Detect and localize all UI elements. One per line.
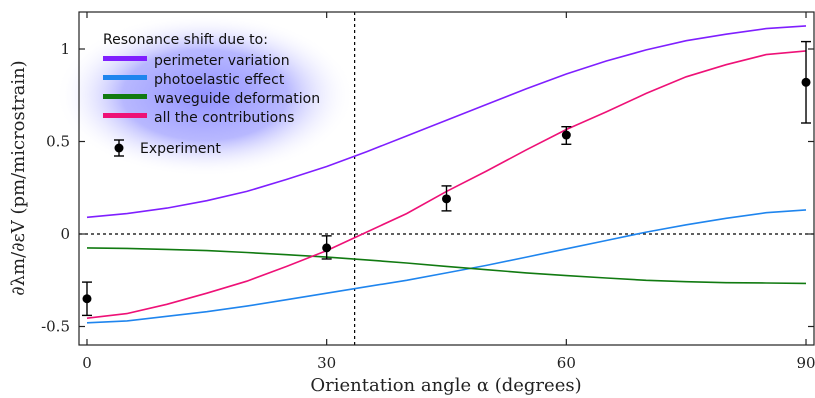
x-tick-label: 90 (796, 354, 815, 372)
y-axis-title: ∂λm/∂εV (pm/microstrain) (8, 60, 29, 295)
y-tick-label: 0 (60, 225, 70, 243)
y-tick-label: -0.5 (41, 318, 70, 336)
experiment-marker (322, 243, 332, 253)
experiment-layer (81, 40, 812, 317)
experiment-marker (442, 194, 451, 204)
legend: Resonance shift due to: perimeter variat… (103, 32, 320, 157)
legend-swatch (103, 113, 147, 118)
x-tick-label: 30 (317, 354, 336, 372)
experiment-point (801, 40, 812, 124)
legend-label: Experiment (140, 141, 221, 157)
series-line-photoelastic-effect (86, 209, 807, 324)
experiment-marker (82, 294, 92, 304)
experiment-marker (561, 130, 571, 140)
legend-label: perimeter variation (154, 53, 290, 69)
legend-label: photoelastic effect (154, 72, 285, 88)
series-line-perimeter-variation (86, 25, 807, 219)
plot-frame (78, 11, 815, 346)
legend-label: all the contributions (154, 110, 294, 126)
legend-items: perimeter variation photoelastic effect wa… (103, 53, 320, 157)
experiment-point (561, 125, 572, 145)
experiment-marker (801, 77, 811, 87)
series-layer (86, 25, 807, 324)
reference-lines (79, 12, 814, 345)
experiment-point (441, 185, 452, 212)
legend-glow (55, 13, 355, 177)
legend-label: waveguide deformation (154, 91, 320, 107)
experiment-point (321, 235, 332, 260)
legend-experiment-marker (114, 139, 124, 157)
legend-swatch (103, 75, 147, 80)
y-tick-label: 1 (60, 40, 70, 58)
series-line-waveguide-deformation (86, 247, 807, 285)
legend-swatch (103, 56, 147, 61)
y-tick-label: 0.5 (46, 133, 70, 151)
legend-title: Resonance shift due to: (103, 32, 268, 48)
ticks-layer: 0 30 60 90 -0.5 0 0.5 1 (41, 12, 815, 372)
experiment-point (81, 281, 92, 317)
x-tick-label: 0 (82, 354, 92, 372)
x-tick-label: 60 (557, 354, 576, 372)
x-axis-title: Orientation angle α (degrees) (310, 375, 581, 396)
legend-swatch (103, 94, 147, 99)
